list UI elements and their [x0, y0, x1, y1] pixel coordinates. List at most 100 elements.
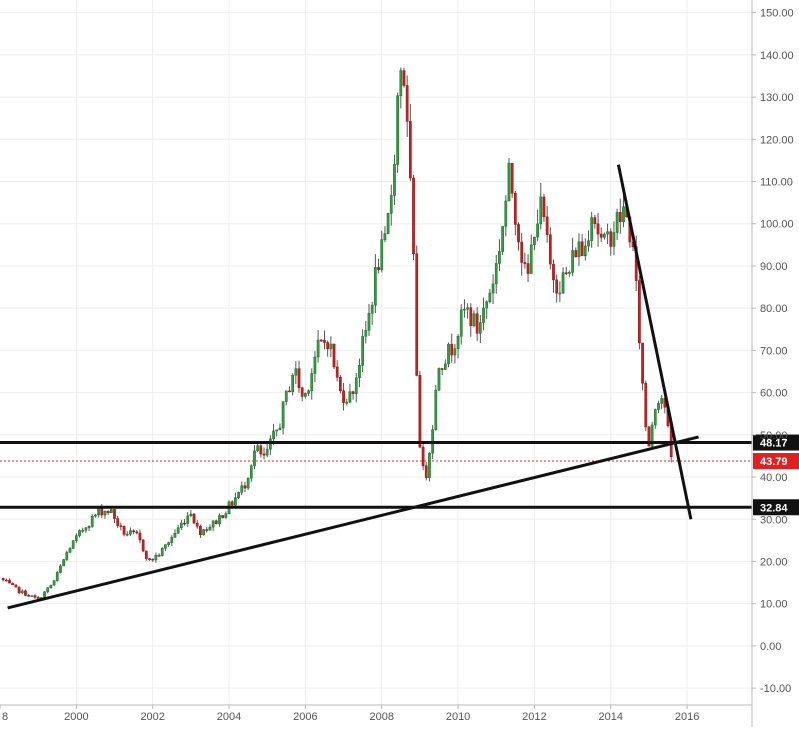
- candle-up: [568, 272, 571, 274]
- candle-down: [113, 509, 116, 519]
- candle-up: [539, 196, 543, 225]
- candle-up: [173, 532, 177, 538]
- candle-up: [383, 233, 387, 240]
- candle-up: [240, 485, 244, 493]
- candle-up: [154, 555, 158, 561]
- candle-up: [561, 272, 565, 294]
- candle-up: [615, 212, 619, 233]
- candle-down: [412, 177, 415, 254]
- candle-down: [1, 578, 5, 581]
- candle-down: [555, 279, 559, 294]
- candle-up: [437, 368, 441, 391]
- y-tick-label: 150.00: [760, 8, 794, 20]
- candle-up: [587, 240, 590, 247]
- candle-up: [179, 522, 183, 528]
- x-tick-label: 2016: [675, 711, 699, 723]
- current-price-label: 43.79: [760, 456, 788, 468]
- candle-up: [20, 590, 24, 594]
- candle-down: [513, 193, 517, 225]
- candle-down: [450, 343, 454, 356]
- candle-down: [332, 343, 336, 368]
- candle-up: [125, 533, 129, 536]
- candle-up: [46, 587, 50, 593]
- candle-up: [558, 292, 562, 295]
- candle-down: [599, 233, 603, 238]
- candle-down: [4, 579, 8, 582]
- candle-up: [603, 233, 606, 238]
- candle-down: [141, 539, 145, 552]
- candle-down: [288, 390, 291, 393]
- candle-down: [8, 580, 11, 584]
- candle-down: [214, 520, 218, 525]
- candle-up: [612, 232, 616, 247]
- candle-up: [501, 226, 504, 252]
- candle-up: [316, 339, 320, 358]
- candle-up: [30, 595, 34, 597]
- candle-up: [129, 530, 132, 535]
- candle-up: [507, 162, 511, 202]
- candle-down: [132, 530, 135, 533]
- candle-down: [319, 339, 323, 342]
- candle-up: [211, 520, 215, 528]
- level-label-box: [753, 499, 799, 516]
- candle-up: [176, 527, 180, 534]
- candle-up: [170, 537, 174, 543]
- candle-up: [364, 330, 368, 337]
- candle-down: [335, 366, 339, 378]
- candle-up: [348, 391, 352, 403]
- y-tick-label: 30.00: [760, 514, 788, 526]
- candle-up: [494, 263, 498, 285]
- y-tick-label: 0.00: [760, 641, 781, 653]
- candle-down: [618, 212, 622, 222]
- candle-up: [272, 430, 275, 440]
- candle-down: [517, 224, 520, 243]
- candle-up: [354, 377, 358, 394]
- y-tick-label: 70.00: [760, 345, 788, 357]
- candle-up: [164, 544, 167, 549]
- candle-down: [243, 485, 247, 489]
- candle-up: [606, 231, 609, 235]
- level-label: 48.17: [760, 438, 788, 450]
- x-tick-label: 2000: [64, 711, 88, 723]
- candle-up: [94, 514, 97, 517]
- candle-up: [529, 244, 533, 274]
- candle-down: [526, 263, 530, 274]
- candle-up: [374, 267, 377, 306]
- y-tick-label: 130.00: [760, 92, 794, 104]
- candle-down: [33, 595, 37, 598]
- candle-up: [386, 213, 390, 234]
- candle-up: [74, 535, 78, 541]
- candle-down: [475, 313, 479, 334]
- candle-up: [367, 312, 371, 331]
- y-tick-label: 120.00: [760, 134, 794, 146]
- candle-up: [275, 429, 279, 432]
- candle-down: [523, 262, 527, 264]
- candle-down: [36, 597, 40, 599]
- candle-down: [418, 375, 422, 448]
- trendline: [7, 435, 699, 610]
- candle-down: [24, 590, 27, 596]
- candle-up: [59, 565, 62, 573]
- candle-up: [78, 530, 81, 536]
- candle-up: [294, 368, 298, 376]
- candle-up: [358, 365, 361, 379]
- candle-up: [224, 513, 228, 519]
- candle-down: [199, 525, 202, 536]
- level-label-box: [753, 434, 799, 451]
- candle-up: [65, 552, 69, 560]
- candle-down: [545, 216, 549, 235]
- candle-down: [183, 522, 186, 525]
- candle-down: [205, 529, 209, 531]
- candle-up: [234, 497, 237, 506]
- candle-down: [440, 368, 444, 370]
- candle-up: [370, 304, 374, 314]
- x-tick-label: 8: [2, 711, 8, 723]
- candle-up: [396, 95, 399, 165]
- candles: [1, 67, 673, 600]
- candle-down: [552, 263, 555, 281]
- candle-up: [43, 591, 46, 598]
- candle-down: [377, 267, 380, 271]
- candle-down: [157, 555, 161, 557]
- candle-down: [119, 525, 123, 527]
